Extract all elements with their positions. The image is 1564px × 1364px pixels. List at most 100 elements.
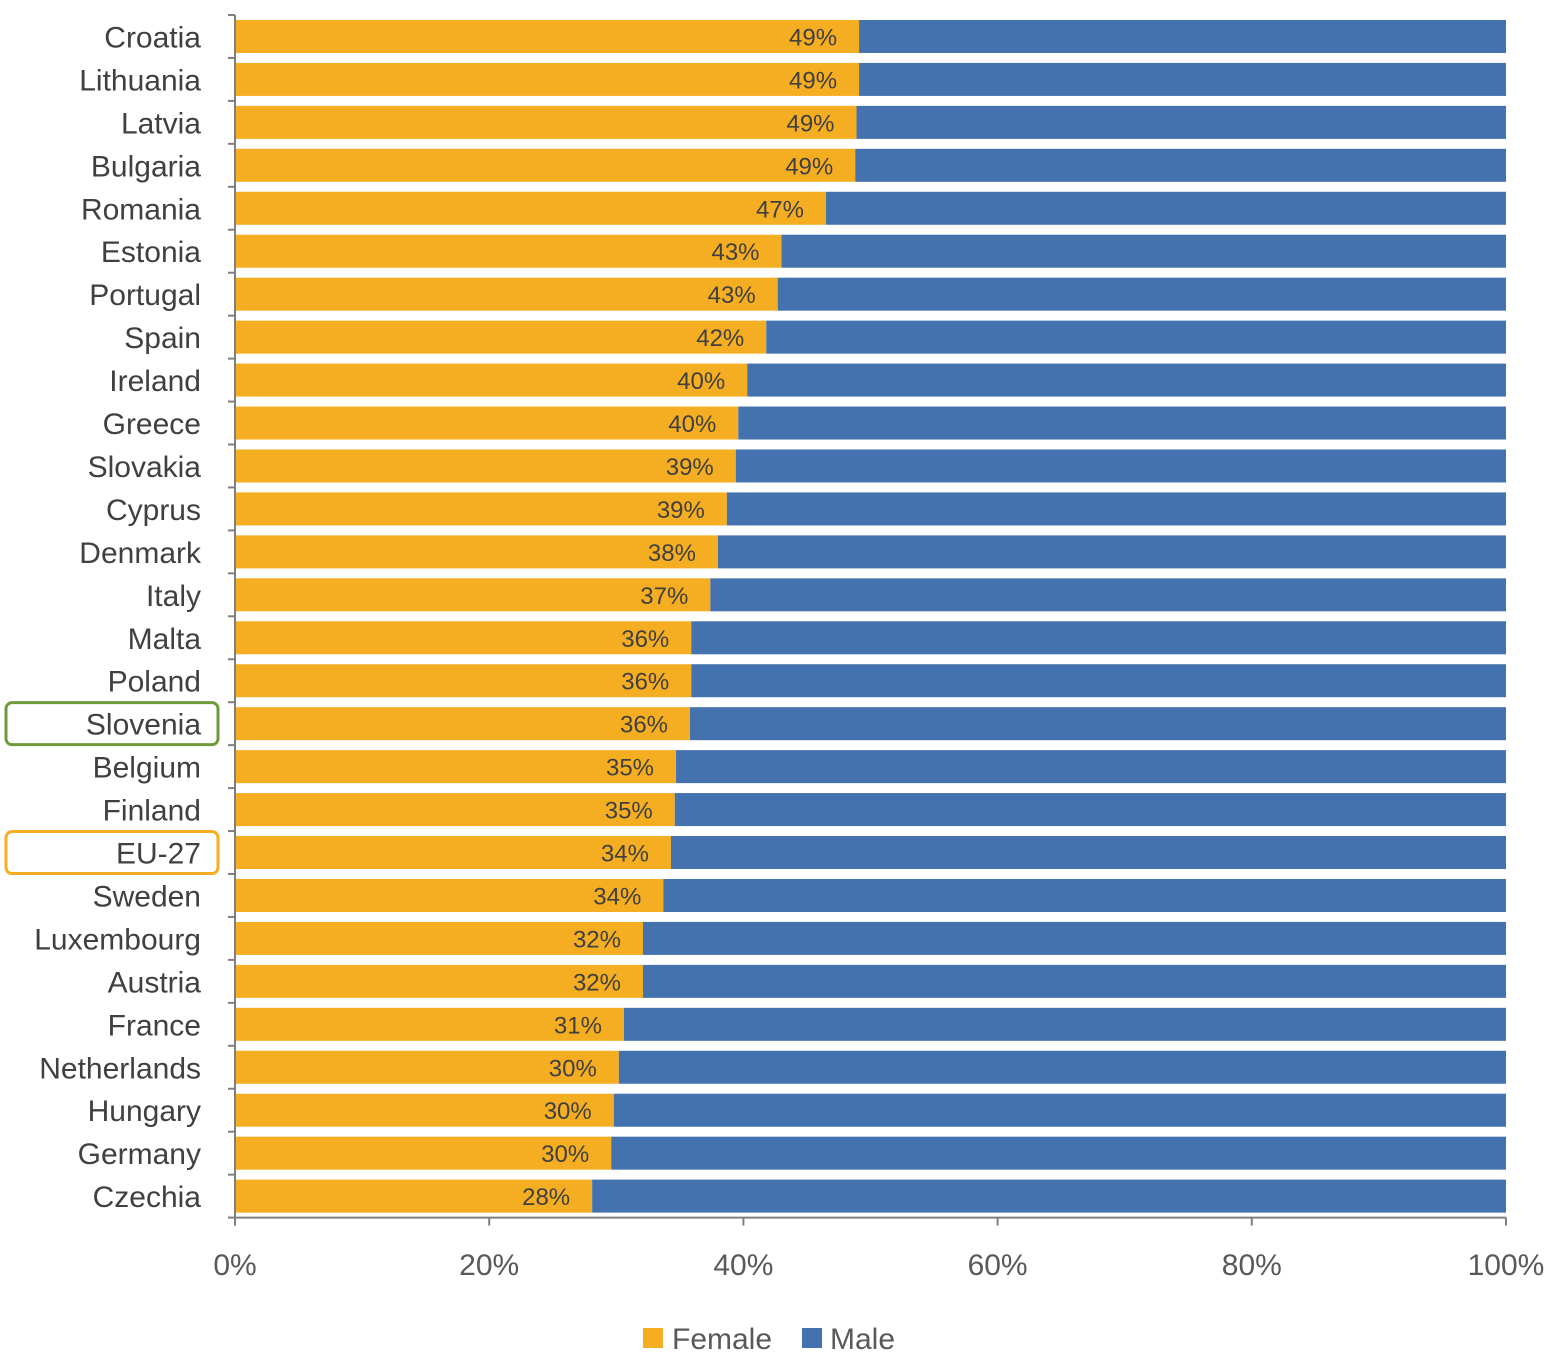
data-label-portugal: 43%: [708, 282, 756, 309]
bar-male-luxembourg: [642, 921, 1506, 955]
data-label-ireland: 40%: [677, 368, 725, 395]
bar-male-eu-27: [670, 836, 1506, 870]
data-label-romania: 47%: [756, 196, 804, 223]
bar-male-poland: [691, 664, 1506, 698]
data-label-italy: 37%: [640, 583, 688, 610]
bar-female-bulgaria: [235, 148, 856, 182]
legend-label-female: Female: [672, 1323, 772, 1356]
bar-female-lithuania: [235, 62, 860, 96]
bar-female-ireland: [235, 363, 748, 397]
bar-female-slovenia: [235, 707, 691, 741]
data-label-slovenia: 36%: [620, 712, 668, 739]
bar-female-estonia: [235, 234, 782, 268]
bar-female-greece: [235, 406, 739, 440]
data-label-finland: 35%: [605, 798, 653, 825]
category-label-romania: Romania: [81, 193, 201, 226]
bar-female-hungary: [235, 1093, 614, 1127]
bar-male-czechia: [592, 1179, 1506, 1213]
x-tick-label-0: 0%: [213, 1249, 256, 1282]
data-label-france: 31%: [554, 1012, 602, 1039]
category-label-belgium: Belgium: [93, 752, 201, 785]
category-label-malta: Malta: [128, 623, 202, 656]
bar-female-malta: [235, 621, 692, 655]
bar-male-croatia: [859, 19, 1506, 53]
bar-female-slovakia: [235, 449, 736, 483]
category-label-estonia: Estonia: [101, 236, 201, 269]
highlight-layer: [4, 701, 220, 876]
data-label-slovakia: 39%: [666, 454, 714, 481]
bar-male-austria: [642, 964, 1506, 998]
category-label-slovenia: Slovenia: [86, 709, 201, 742]
data-label-luxembourg: 32%: [573, 926, 621, 953]
bar-female-poland: [235, 664, 692, 698]
legend-swatch-male: [802, 1328, 822, 1348]
bar-male-netherlands: [618, 1050, 1506, 1084]
bar-male-denmark: [717, 535, 1506, 569]
category-labels-layer: Croatia Lithuania Latvia Bulgaria Romania Est…: [34, 21, 202, 1214]
axes-layer: [228, 14, 1507, 1226]
bar-female-denmark: [235, 535, 718, 569]
category-label-slovakia: Slovakia: [88, 451, 202, 484]
category-label-greece: Greece: [103, 408, 201, 441]
data-label-austria: 32%: [573, 969, 621, 996]
bar-female-finland: [235, 793, 675, 827]
bar-male-germany: [611, 1136, 1506, 1170]
legend: Female Male: [643, 1323, 895, 1356]
data-label-eu-27: 34%: [601, 841, 649, 868]
bar-female-germany: [235, 1136, 612, 1170]
data-label-lithuania: 49%: [789, 67, 837, 94]
x-tick-label-1: 20%: [459, 1249, 519, 1282]
category-label-sweden: Sweden: [93, 880, 201, 913]
data-label-germany: 30%: [541, 1141, 589, 1168]
data-labels-layer: 49% 49% 49% 49% 47% 43% 43% 42% 40% 40% 39% 39% 38% 3…: [522, 24, 837, 1211]
category-label-czechia: Czechia: [93, 1181, 202, 1214]
category-label-spain: Spain: [124, 322, 201, 355]
category-label-france: France: [108, 1009, 201, 1042]
data-label-cyprus: 39%: [657, 497, 705, 524]
bar-female-eu-27: [235, 836, 671, 870]
bar-female-romania: [235, 191, 827, 225]
data-label-hungary: 30%: [544, 1098, 592, 1125]
data-label-czechia: 28%: [522, 1184, 570, 1211]
bar-male-finland: [674, 793, 1506, 827]
bar-male-hungary: [613, 1093, 1506, 1127]
bar-female-latvia: [235, 105, 857, 139]
bar-female-portugal: [235, 277, 778, 311]
data-label-greece: 40%: [668, 411, 716, 438]
category-label-bulgaria: Bulgaria: [91, 150, 201, 183]
bar-male-ireland: [747, 363, 1506, 397]
category-label-finland: Finland: [103, 795, 201, 828]
bar-female-austria: [235, 964, 643, 998]
bar-female-luxembourg: [235, 921, 643, 955]
legend-swatch-female: [643, 1328, 663, 1348]
category-label-denmark: Denmark: [79, 537, 202, 570]
data-label-malta: 36%: [621, 626, 669, 653]
bar-female-france: [235, 1007, 624, 1041]
category-label-poland: Poland: [108, 666, 201, 699]
bar-female-sweden: [235, 878, 664, 912]
bar-female-czechia: [235, 1179, 593, 1213]
bar-male-latvia: [856, 105, 1506, 139]
category-label-portugal: Portugal: [89, 279, 201, 312]
bar-female-spain: [235, 320, 767, 354]
bar-male-sweden: [663, 878, 1506, 912]
data-label-denmark: 38%: [648, 540, 696, 567]
bar-male-portugal: [777, 277, 1506, 311]
bar-female-croatia: [235, 19, 860, 53]
category-label-eu-27: EU-27: [116, 838, 201, 871]
category-label-luxembourg: Luxembourg: [34, 923, 201, 956]
category-label-netherlands: Netherlands: [39, 1052, 201, 1085]
bar-male-greece: [738, 406, 1506, 440]
bar-female-cyprus: [235, 492, 727, 526]
category-label-hungary: Hungary: [88, 1095, 201, 1128]
category-label-italy: Italy: [146, 580, 201, 613]
bar-male-cyprus: [726, 492, 1506, 526]
category-label-latvia: Latvia: [121, 107, 201, 140]
category-label-lithuania: Lithuania: [79, 64, 201, 97]
x-tick-label-3: 60%: [968, 1249, 1028, 1282]
legend-label-male: Male: [830, 1323, 895, 1356]
category-label-ireland: Ireland: [109, 365, 201, 398]
bar-male-bulgaria: [855, 148, 1506, 182]
bar-male-malta: [691, 621, 1506, 655]
data-label-netherlands: 30%: [549, 1055, 597, 1082]
